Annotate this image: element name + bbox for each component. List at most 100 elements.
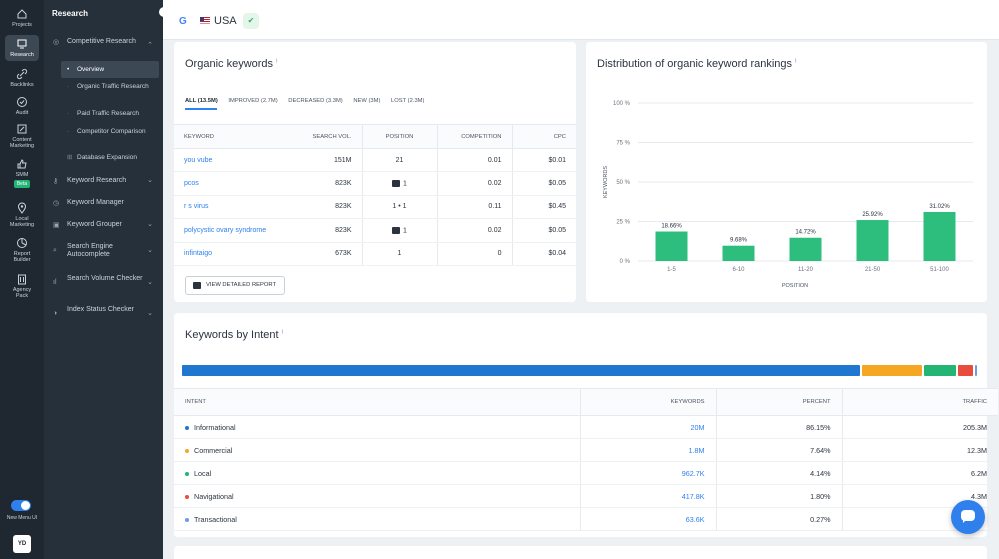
sidebar-subitem-organic-traffic-research[interactable]: · Organic Traffic Research: [61, 83, 159, 91]
country-selector[interactable]: USA: [214, 15, 237, 27]
keyword-link[interactable]: you vube: [174, 148, 302, 173]
bar: [923, 211, 956, 261]
x-tick-label: 21-50: [865, 267, 881, 273]
us-flag-icon: [200, 17, 210, 24]
table-row: Commercial 1.8M 7.64% 12.3M: [174, 438, 998, 462]
tab-decreased[interactable]: DECREASED (3.3M): [288, 98, 343, 104]
keywords-link[interactable]: 962.7K: [579, 461, 716, 485]
rail-item-local-marketing[interactable]: Local Marketing: [0, 202, 44, 228]
cpc-value: $0.45: [511, 195, 576, 220]
intent-segment-local[interactable]: [923, 365, 957, 376]
column-header-percent[interactable]: PERCENT: [715, 388, 842, 416]
tab-new[interactable]: NEW (3M): [353, 98, 381, 104]
keywords-link[interactable]: 20M: [579, 415, 716, 439]
sidebar-item-label: Search Engine Autocomplete: [67, 243, 113, 258]
chat-support-button[interactable]: [951, 500, 985, 534]
y-tick-label: 75 %: [616, 141, 630, 147]
rail-label: Agency Pack: [12, 287, 32, 299]
sidebar-subitem-database-expansion[interactable]: ⊞ Database Expansion: [61, 154, 159, 162]
percent-value: 0.27%: [715, 507, 842, 531]
rail-label: Backlinks: [10, 82, 34, 88]
card-title-text: Distribution of organic keyword rankings: [597, 58, 793, 70]
keyword-link[interactable]: r s virus: [174, 195, 302, 220]
bar: [722, 245, 755, 261]
table-row: polycystic ovary syndrome 823K 1 0.02 $0…: [174, 218, 576, 243]
sidebar-subitem-label: Overview: [77, 66, 105, 73]
bullet-icon: ·: [67, 83, 70, 90]
intent-label: Commercial: [194, 445, 233, 455]
top-bar: G USA ✔: [163, 0, 999, 40]
folder-icon: ▣: [53, 222, 60, 229]
keywords-link[interactable]: 63.6K: [579, 507, 716, 531]
sidebar-subitem-overview[interactable]: • Overview: [61, 61, 159, 78]
rail-item-research[interactable]: Research: [5, 35, 39, 61]
column-header-intent[interactable]: INTENT: [174, 388, 580, 416]
table-row: pcos 823K 1 0.02 $0.05: [174, 171, 576, 196]
rail-item-report-builder[interactable]: Report Builder: [0, 237, 44, 263]
avatar[interactable]: YD: [13, 535, 31, 553]
column-header-competition[interactable]: COMPETITION: [436, 124, 512, 149]
intent-segment-transactional[interactable]: [974, 365, 977, 376]
sidebar-item-label: Search Volume Checker: [67, 275, 143, 282]
chevron-down-icon: ⌄: [147, 279, 153, 286]
tab-lost[interactable]: LOST (2.3M): [391, 98, 425, 104]
table-header-row: KEYWORD SEARCH VOL. POSITION COMPETITION…: [174, 124, 576, 149]
chevron-down-icon: ⌄: [147, 310, 153, 317]
distribution-chart: 100 % 75 % 50 % 25 % 0 % KEYWORDS POSITION 18.6…: [603, 101, 973, 289]
report-icon: [193, 282, 201, 289]
rail-label: SMM: [15, 172, 29, 178]
rail-item-smm[interactable]: SMM Beta: [0, 158, 44, 188]
intent-table: INTENT KEYWORDS PERCENT TRAFFIC Informat…: [174, 388, 998, 531]
card-title-text: Keywords by Intent: [185, 329, 279, 341]
tab-all[interactable]: ALL (13.5M): [185, 98, 218, 104]
sidebar-item-competitive-research[interactable]: ◎ Competitive Research ⌃: [44, 38, 163, 56]
info-icon[interactable]: i: [795, 58, 797, 65]
intent-segment-commercial[interactable]: [861, 365, 922, 376]
info-icon[interactable]: i: [281, 329, 283, 336]
column-header-traffic[interactable]: TRAFFIC: [841, 388, 998, 416]
bar-value-label: 25.92%: [862, 212, 883, 218]
new-menu-toggle[interactable]: [11, 500, 31, 511]
info-icon[interactable]: i: [276, 58, 278, 65]
sensor-button[interactable]: ✔: [243, 13, 259, 29]
column-header-keyword[interactable]: KEYWORD: [174, 124, 302, 149]
intent-segment-informational[interactable]: [182, 365, 860, 376]
x-tick-label: 51-100: [930, 267, 949, 273]
view-detailed-report-button[interactable]: VIEW DETAILED REPORT: [185, 276, 286, 295]
rail-item-content-marketing[interactable]: Content Marketing: [0, 123, 44, 149]
sidebar-item-search-engine-autocomplete[interactable]: ⌕ Search Engine Autocomplete ⌄: [44, 243, 163, 261]
bar-value-label: 14.72%: [795, 230, 816, 236]
next-card: [174, 546, 987, 559]
tab-improved[interactable]: IMPROVED (2.7M): [228, 98, 278, 104]
distribution-card: Distribution of organic keyword rankings…: [586, 42, 987, 302]
sidebar-item-label: Competitive Research: [67, 38, 136, 45]
sidebar-title: Research: [52, 9, 89, 18]
home-icon: [17, 9, 27, 19]
column-header-keywords[interactable]: KEYWORDS: [579, 388, 716, 416]
intent-segment-navigational[interactable]: [958, 365, 973, 376]
sidebar-subitem-paid-traffic-research[interactable]: · Paid Traffic Research: [61, 110, 159, 118]
column-header-cpc[interactable]: CPC: [511, 124, 576, 149]
intent-label: Navigational: [194, 491, 234, 501]
keyword-link[interactable]: infintaigo: [174, 242, 302, 266]
rail-item-audit[interactable]: Audit: [0, 96, 44, 116]
keyword-link[interactable]: polycystic ovary syndrome: [174, 218, 302, 243]
bar-value-label: 18.66%: [661, 224, 682, 230]
sidebar-item-label: Keyword Research: [67, 177, 127, 184]
sidebar-item-index-status-checker[interactable]: ◑ Index Status Checker ⌄: [44, 306, 163, 324]
circle-icon: ◷: [53, 200, 60, 207]
rail-item-backlinks[interactable]: Backlinks: [0, 68, 44, 88]
rail-item-agency-pack[interactable]: Agency Pack: [0, 273, 44, 299]
sidebar-subitem-competitor-comparison[interactable]: · Competitor Comparison: [61, 128, 159, 136]
percent-value: 4.14%: [715, 461, 842, 485]
organic-keywords-card: Organic keywords i ALL (13.5M) IMPROVED …: [174, 42, 576, 302]
column-header-search-volume[interactable]: SEARCH VOL.: [302, 124, 362, 149]
rail-item-projects[interactable]: Projects: [0, 8, 44, 28]
sidebar-item-search-volume-checker[interactable]: ıl Search Volume Checker ⌄: [44, 275, 163, 293]
keywords-link[interactable]: 1.8M: [579, 438, 716, 462]
keyword-link[interactable]: pcos: [174, 171, 302, 196]
intent-card: Keywords by Intent i INTENT KEYWORDS PER…: [174, 313, 998, 537]
column-header-position[interactable]: POSITION: [361, 124, 437, 149]
keywords-link[interactable]: 417.8K: [579, 484, 716, 508]
position-value: 1: [403, 180, 407, 188]
